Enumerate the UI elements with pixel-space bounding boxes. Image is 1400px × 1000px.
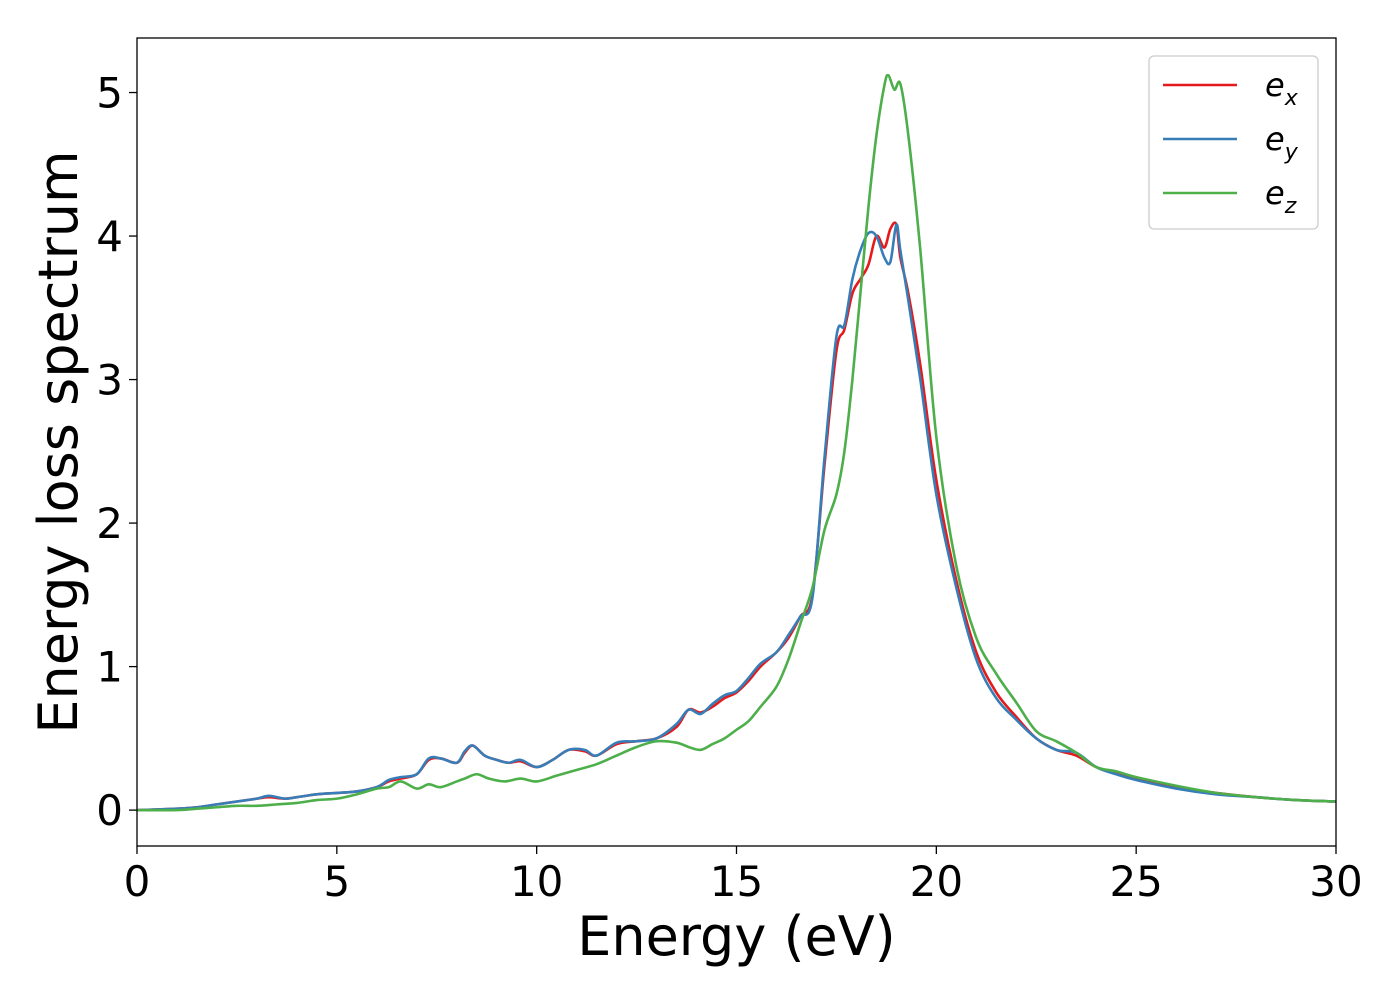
- y-tick-label: 3: [96, 356, 123, 405]
- x-tick-label: 0: [124, 857, 151, 906]
- series-line-ex: [137, 221, 1336, 812]
- x-axis-label: Energy (eV): [577, 905, 896, 968]
- legend-label-ez: ez: [1265, 174, 1297, 219]
- series-line-ez: [137, 73, 1336, 812]
- y-tick-label: 5: [96, 69, 123, 118]
- x-axis-ticks: 0 5 10 15 20 25 30: [124, 846, 1363, 906]
- legend-box: [1148, 55, 1319, 230]
- legend-label-ey: ey: [1265, 120, 1299, 165]
- legend-label-ex: ex: [1265, 66, 1299, 111]
- legend-label-subscript: z: [1284, 194, 1297, 219]
- legend-label-main: e: [1265, 174, 1285, 212]
- legend-label-main: e: [1265, 66, 1285, 104]
- legend-label-main: e: [1265, 120, 1285, 158]
- y-tick-label: 0: [96, 786, 123, 835]
- y-tick-label: 4: [96, 212, 123, 261]
- y-axis-ticks: 0 1 2 3 4 5: [96, 69, 137, 835]
- x-tick-label: 20: [910, 857, 963, 906]
- x-tick-label: 5: [323, 857, 350, 906]
- x-tick-label: 25: [1109, 857, 1162, 906]
- y-axis-label: Energy loss spectrum: [27, 150, 90, 733]
- series-layer: [137, 73, 1336, 812]
- x-tick-label: 15: [710, 857, 763, 906]
- x-tick-label: 30: [1309, 857, 1362, 906]
- series-line-ey: [137, 223, 1336, 812]
- x-tick-label: 10: [510, 857, 563, 906]
- legend-label-subscript: y: [1284, 140, 1299, 165]
- legend-label-subscript: x: [1284, 86, 1299, 111]
- y-tick-label: 2: [96, 499, 123, 548]
- y-tick-label: 1: [96, 643, 123, 692]
